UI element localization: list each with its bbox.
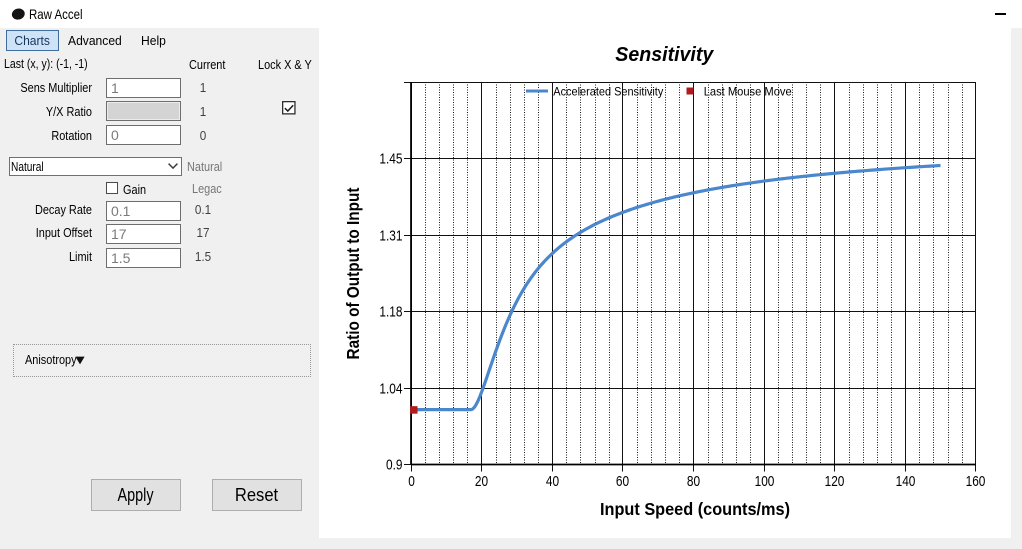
svg-text:80: 80 (687, 474, 700, 490)
svg-text:0.9: 0.9 (386, 458, 403, 474)
svg-text:40: 40 (546, 474, 559, 490)
svg-text:60: 60 (616, 474, 629, 490)
svg-text:1.18: 1.18 (379, 305, 402, 321)
svg-text:120: 120 (825, 474, 845, 490)
svg-text:Accelerated Sensitivity: Accelerated Sensitivity (553, 84, 663, 98)
svg-text:Last Mouse Move: Last Mouse Move (704, 84, 792, 98)
svg-text:100: 100 (755, 474, 775, 490)
svg-text:0: 0 (408, 474, 415, 490)
svg-text:160: 160 (966, 474, 986, 490)
svg-text:Ratio of Output to Input: Ratio of Output to Input (343, 187, 363, 359)
svg-text:1.31: 1.31 (379, 229, 402, 245)
svg-text:20: 20 (475, 474, 488, 490)
svg-text:1.04: 1.04 (379, 382, 402, 398)
svg-text:Input Speed (counts/ms): Input Speed (counts/ms) (600, 499, 790, 519)
svg-text:Sensitivity: Sensitivity (615, 44, 714, 66)
svg-text:1.45: 1.45 (379, 152, 402, 168)
svg-text:140: 140 (896, 474, 916, 490)
